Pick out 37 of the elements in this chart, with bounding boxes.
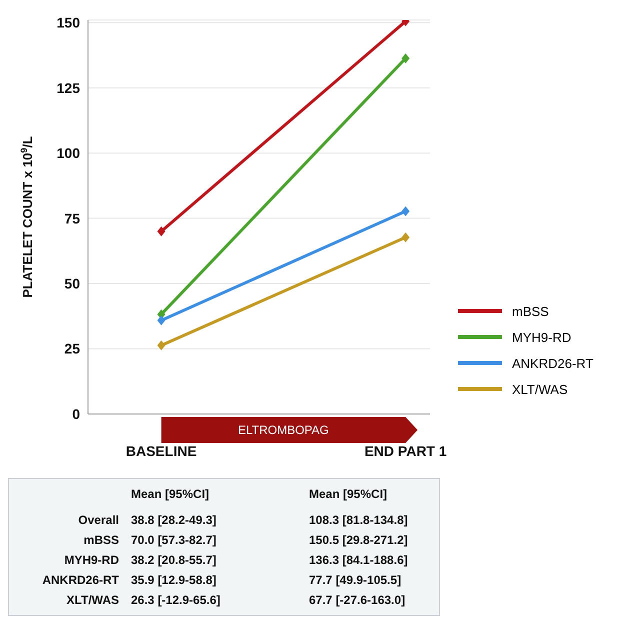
y-tick-label: 100 [56,145,80,162]
y-tick-label: 0 [72,406,80,422]
legend-label: XLT/WAS [512,382,568,396]
y-tick-label: 50 [64,276,80,292]
point [402,206,410,216]
x-tick-label: END PART 1 [364,442,447,459]
point [402,232,410,242]
text: 136.3 [84.1-188.6] [309,553,409,567]
y-tick-label: 75 [64,210,80,226]
text: 38.2 [20.8-55.7] [130,553,218,567]
point [402,53,410,64]
text: MYH9-RD [63,553,119,567]
text: 150.5 [29.8-271.2] [309,533,409,547]
text: Mean [95%CI] [130,487,210,503]
x-tick-label: BASELINE [126,442,197,459]
legend-label: mBSS [512,304,549,318]
text: 70.0 [57.3-82.7] [130,533,218,547]
text: 26.3 [-12.9-65.6] [130,593,222,607]
text: ELTROMBOPAG [236,422,330,439]
text: 38.8 [28.2-49.3] [130,513,218,527]
text: 77.7 [49.9-105.5] [309,573,402,587]
point [157,315,166,326]
text: Overall [77,513,119,527]
y-tick-label: 125 [56,80,80,96]
text: ANKRD26-RT [41,573,119,587]
y-tick-label: 25 [64,340,80,357]
legend-label: MYH9-RD [512,330,572,344]
point [157,340,166,350]
legend-label: ANKRD26-RT [512,356,594,370]
text: mBSS [82,533,119,547]
text: 67.7 [-27.6-163.0] [309,593,406,607]
text: 108.3 [81.8-134.8] [309,513,409,527]
text: Mean [95%CI] [309,487,388,503]
y-tick-label: 150 [56,14,80,31]
text: XLT/WAS [66,593,119,607]
point [157,226,166,236]
text: 35.9 [12.9-58.8] [130,573,218,587]
